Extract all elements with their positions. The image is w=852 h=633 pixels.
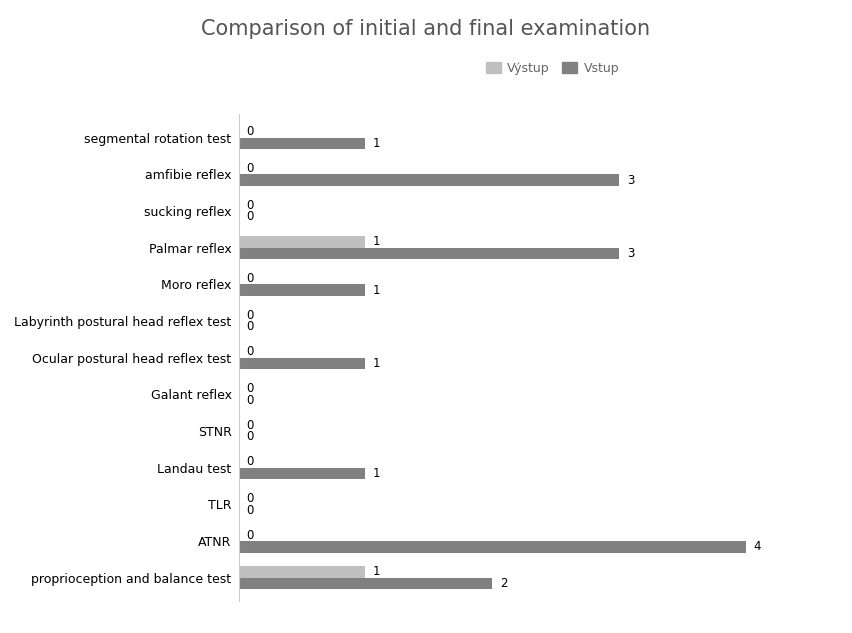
Bar (239, 541, 746, 553)
Text: 1: 1 (373, 137, 381, 150)
Text: 0: 0 (246, 492, 254, 505)
Text: 0: 0 (246, 394, 254, 406)
Text: 1: 1 (373, 284, 381, 297)
Text: 4: 4 (753, 540, 761, 553)
Text: 3: 3 (627, 247, 634, 260)
Text: 1: 1 (373, 235, 381, 248)
Text: 0: 0 (246, 199, 254, 211)
Text: 0: 0 (246, 504, 254, 517)
Text: 0: 0 (246, 162, 254, 175)
Text: 0: 0 (246, 125, 254, 139)
Text: 0: 0 (246, 320, 254, 334)
Text: 1: 1 (373, 467, 381, 480)
Text: 0: 0 (246, 210, 254, 223)
Text: 0: 0 (246, 272, 254, 285)
Bar (239, 284, 366, 296)
Bar (239, 358, 366, 370)
Text: 0: 0 (246, 345, 254, 358)
Bar (239, 236, 366, 248)
Legend: Výstup, Vstup: Výstup, Vstup (481, 57, 625, 80)
Text: 0: 0 (246, 418, 254, 432)
Text: 0: 0 (246, 430, 254, 443)
Bar (239, 248, 619, 260)
Bar (239, 566, 366, 577)
Text: 0: 0 (246, 455, 254, 468)
Text: 0: 0 (246, 529, 254, 541)
Bar (239, 175, 619, 186)
Text: 3: 3 (627, 174, 634, 187)
Text: 1: 1 (373, 357, 381, 370)
Text: 1: 1 (373, 565, 381, 578)
Text: 0: 0 (246, 382, 254, 395)
Bar (239, 577, 492, 589)
Bar (239, 138, 366, 149)
Bar (239, 468, 366, 479)
Text: 0: 0 (246, 309, 254, 322)
Text: Comparison of initial and final examination: Comparison of initial and final examinat… (201, 19, 651, 39)
Text: 2: 2 (500, 577, 508, 590)
